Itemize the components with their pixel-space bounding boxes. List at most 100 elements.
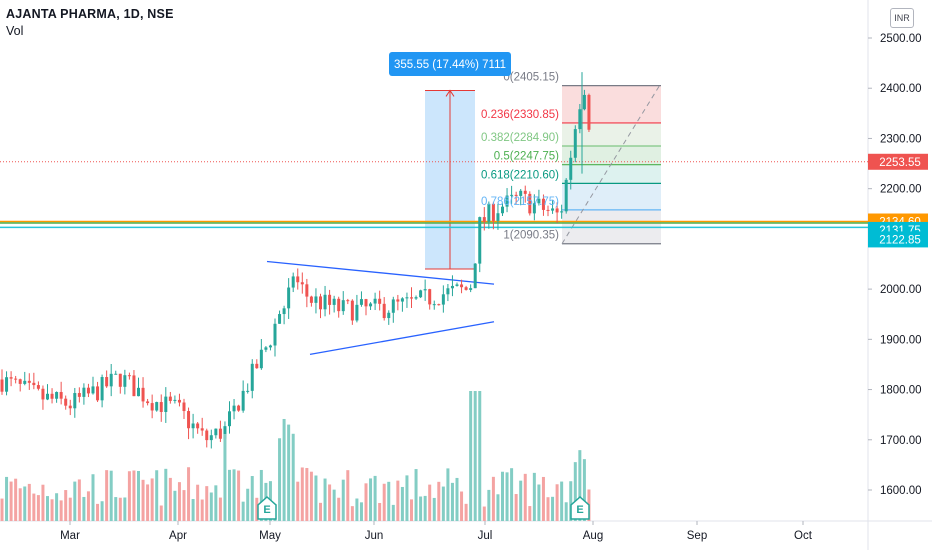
candle-body — [541, 198, 545, 210]
time-tick-label: Oct — [794, 530, 813, 542]
measure-label-bg — [389, 52, 511, 76]
candle-body — [482, 217, 486, 222]
candle-body — [9, 377, 13, 379]
candle-body — [487, 203, 491, 222]
candle-body — [573, 129, 577, 158]
fib-zone — [562, 164, 661, 184]
time-tick-label: Jul — [478, 530, 493, 542]
volume-bar — [246, 488, 250, 521]
candle-body — [532, 203, 536, 214]
time-tick-label: May — [259, 530, 281, 542]
candle-body — [528, 193, 532, 214]
volume-bar — [232, 469, 236, 521]
fib-level-label: 0.5(2247.75) — [494, 151, 559, 163]
volume-bar — [82, 496, 86, 521]
candle-body — [514, 194, 518, 196]
candle-body — [523, 190, 527, 194]
candle-body — [273, 323, 277, 346]
candle-body — [5, 377, 9, 392]
candle-body — [300, 282, 304, 285]
volume-bar — [141, 479, 145, 521]
candle-body — [464, 287, 468, 290]
volume-bar — [469, 391, 473, 521]
price-tick-label: 2300.00 — [880, 133, 922, 145]
candle-body — [241, 390, 245, 411]
candle-body — [405, 297, 409, 299]
candle-body — [382, 303, 386, 319]
candle-body — [446, 288, 450, 295]
volume-bar — [551, 496, 555, 521]
candle-body — [168, 396, 172, 401]
candle-body — [36, 385, 40, 389]
volume-bar — [455, 477, 459, 521]
candle-body — [232, 405, 236, 412]
candle-body — [373, 298, 377, 304]
candle-body — [510, 194, 514, 196]
candle-body — [496, 213, 500, 221]
candle-body — [400, 298, 404, 302]
candle-body — [196, 423, 200, 429]
volume-bar — [205, 486, 209, 521]
volume-bar — [146, 484, 150, 521]
fib-level-label: 0.382(2284.90) — [481, 132, 559, 144]
volume-bar — [573, 462, 577, 521]
volume-bar — [50, 499, 54, 521]
time-tick-label: Aug — [583, 530, 603, 542]
price-tick-label: 1600.00 — [880, 485, 922, 497]
volume-bar — [27, 483, 31, 521]
volume-bar — [323, 478, 327, 521]
volume-bar — [505, 472, 509, 521]
volume-bar — [118, 497, 122, 521]
candle-body — [41, 388, 45, 400]
candle-body — [55, 392, 59, 399]
candle-body — [64, 398, 68, 406]
volume-bar — [382, 483, 386, 521]
volume-bar — [359, 502, 363, 521]
fib-zone — [562, 146, 661, 165]
volume-bar — [209, 492, 213, 521]
volume-bar — [400, 486, 404, 521]
candle-body — [268, 345, 272, 348]
volume-bar — [96, 503, 100, 521]
price-tick-label: 2000.00 — [880, 284, 922, 296]
candle-body — [555, 208, 559, 213]
candle-body — [209, 435, 213, 441]
volume-bar — [73, 481, 77, 521]
volume-bar — [414, 469, 418, 521]
volume-bar — [155, 470, 159, 521]
volume-bar — [423, 495, 427, 521]
candle-body — [105, 377, 109, 387]
volume-bar — [168, 477, 172, 521]
candle-body — [410, 297, 413, 299]
volume-bar — [14, 478, 18, 521]
volume-bar — [287, 424, 291, 521]
candle-body — [77, 393, 81, 397]
volume-bar — [164, 468, 168, 521]
volume-label: Vol — [6, 24, 24, 38]
volume-bar — [446, 468, 450, 521]
volume-bar — [127, 471, 131, 521]
price-axis-marker — [868, 153, 928, 170]
candle-body — [364, 299, 368, 307]
candle-body — [423, 289, 427, 291]
volume-bar — [482, 506, 486, 521]
volume-bar — [309, 471, 313, 521]
volume-bar — [537, 484, 541, 521]
volume-bar — [410, 499, 413, 521]
volume-bar — [64, 490, 68, 521]
volume-bar — [250, 476, 254, 521]
candle-body — [296, 276, 300, 283]
candle-body — [432, 304, 436, 306]
volume-bar — [332, 489, 336, 521]
candle-body — [73, 393, 77, 409]
candle-body — [259, 349, 263, 369]
volume-bar — [296, 481, 300, 521]
currency-badge[interactable]: INR — [890, 8, 914, 28]
volume-bar — [569, 481, 573, 521]
candle-body — [223, 426, 227, 439]
volume-bar — [46, 496, 49, 521]
candle-body — [491, 203, 495, 221]
volume-bar — [441, 486, 445, 521]
